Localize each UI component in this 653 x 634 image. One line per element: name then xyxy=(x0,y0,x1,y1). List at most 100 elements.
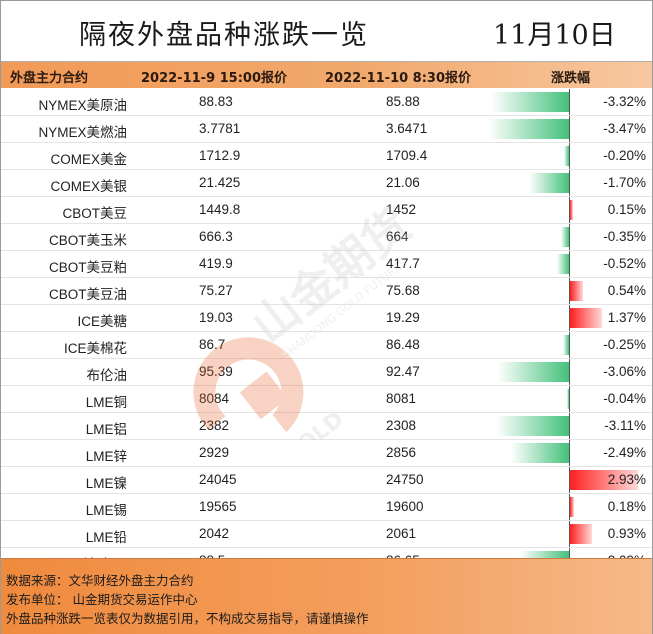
price-prev: 8084 xyxy=(199,391,230,406)
table-row: CBOT美豆 1449.8 1452 0.15% xyxy=(1,197,652,224)
zero-axis-line xyxy=(569,305,570,331)
table-row: ICE美糖 19.03 19.29 1.37% xyxy=(1,305,652,332)
contract-name: LME镍 xyxy=(85,476,127,491)
zero-axis-line xyxy=(569,278,570,304)
contract-name: CBOT美豆粕 xyxy=(48,260,127,275)
change-percent: -3.32% xyxy=(603,94,646,109)
change-percent: -0.04% xyxy=(603,391,646,406)
change-bar xyxy=(491,92,569,112)
price-prev: 2042 xyxy=(199,526,230,541)
price-prev: 2382 xyxy=(199,418,230,433)
zero-axis-line xyxy=(569,440,570,466)
table-row: CBOT美豆粕 419.9 417.7 -0.52% xyxy=(1,251,652,278)
contract-name: COMEX美金 xyxy=(50,152,127,167)
table-row: COMEX美金 1712.9 1709.4 -0.20% xyxy=(1,143,652,170)
price-prev: 75.27 xyxy=(199,283,233,298)
price-current: 75.68 xyxy=(386,283,420,298)
change-percent: -0.20% xyxy=(603,148,646,163)
change-percent: -3.06% xyxy=(603,364,646,379)
price-current: 2308 xyxy=(386,418,417,433)
price-current: 2856 xyxy=(386,445,417,460)
change-bar xyxy=(510,443,569,463)
table-row: LME铝 2382 2308 -3.11% xyxy=(1,413,652,440)
change-bar xyxy=(570,200,574,220)
price-prev: 19.03 xyxy=(199,310,233,325)
change-percent: 0.18% xyxy=(607,499,646,514)
table-row: CBOT美豆油 75.27 75.68 0.54% xyxy=(1,278,652,305)
change-percent: -2.49% xyxy=(603,445,646,460)
change-bar xyxy=(570,497,575,517)
price-prev: 24045 xyxy=(199,472,237,487)
table-row: COMEX美银 21.425 21.06 -1.70% xyxy=(1,170,652,197)
price-current: 417.7 xyxy=(386,256,420,271)
table-row: NYMEX美燃油 3.7781 3.6471 -3.47% xyxy=(1,116,652,143)
table-row: LME铅 2042 2061 0.93% xyxy=(1,521,652,548)
price-current: 1709.4 xyxy=(386,148,428,163)
footer-disclaimer: 外盘品种涨跌一览表仅为数据引用，不构成交易指导，请谨慎操作 xyxy=(6,611,369,626)
price-current: 85.88 xyxy=(386,94,420,109)
zero-axis-line xyxy=(569,494,570,520)
contract-name: LME铅 xyxy=(85,530,127,545)
price-current: 8081 xyxy=(386,391,417,406)
price-current: 19600 xyxy=(386,499,424,514)
change-percent: 0.15% xyxy=(607,202,646,217)
change-bar xyxy=(556,254,569,274)
table-row: LME锡 19565 19600 0.18% xyxy=(1,494,652,521)
contract-name: COMEX美银 xyxy=(50,179,127,194)
title-row: 隔夜外盘品种涨跌一览 11月10日 xyxy=(1,1,652,62)
change-bar xyxy=(487,119,569,139)
zero-axis-line xyxy=(569,359,570,385)
header-price-a: 2022-11-9 15:00报价 xyxy=(141,71,288,86)
table-row: LME锌 2929 2856 -2.49% xyxy=(1,440,652,467)
zero-axis-line xyxy=(569,170,570,196)
price-prev: 95.39 xyxy=(199,364,233,379)
price-prev: 3.7781 xyxy=(199,121,241,136)
header-change: 涨跌幅 xyxy=(551,71,591,86)
change-percent: 1.37% xyxy=(607,310,646,325)
price-prev: 1712.9 xyxy=(199,148,241,163)
change-bar xyxy=(570,308,602,328)
zero-axis-line xyxy=(569,143,570,169)
contract-name: NYMEX美燃油 xyxy=(38,125,127,140)
price-prev: 2929 xyxy=(199,445,230,460)
price-current: 1452 xyxy=(386,202,417,217)
change-percent: 0.93% xyxy=(607,526,646,541)
table-row: 布伦油 95.39 92.47 -3.06% xyxy=(1,359,652,386)
zero-axis-line xyxy=(569,224,570,250)
zero-axis-line xyxy=(569,467,570,493)
change-bar xyxy=(567,389,569,409)
price-prev: 86.7 xyxy=(199,337,226,352)
contract-name: ICE美棉花 xyxy=(63,341,127,356)
contract-name: ICE美糖 xyxy=(77,314,127,329)
contract-name: NYMEX美原油 xyxy=(38,98,127,113)
header-price-b: 2022-11-10 8:30报价 xyxy=(325,71,472,86)
change-bar xyxy=(570,470,639,490)
change-bar xyxy=(497,362,569,382)
price-current: 86.48 xyxy=(386,337,420,352)
price-prev: 419.9 xyxy=(199,256,233,271)
change-percent: 0.54% xyxy=(607,283,646,298)
table-row: LME铜 8084 8081 -0.04% xyxy=(1,386,652,413)
table-row: CBOT美玉米 666.3 664 -0.35% xyxy=(1,224,652,251)
contract-name: LME锡 xyxy=(85,503,127,518)
zero-axis-line xyxy=(569,89,570,115)
price-current: 21.06 xyxy=(386,175,420,190)
price-current: 664 xyxy=(386,229,409,244)
change-percent: -0.25% xyxy=(603,337,646,352)
change-percent: 2.93% xyxy=(607,472,646,487)
price-current: 24750 xyxy=(386,472,424,487)
price-current: 3.6471 xyxy=(386,121,428,136)
contract-name: 布伦油 xyxy=(86,368,128,383)
price-prev: 21.425 xyxy=(199,175,241,190)
table-row: NYMEX美原油 88.83 85.88 -3.32% xyxy=(1,89,652,116)
contract-name: CBOT美豆 xyxy=(62,206,127,221)
zero-axis-line xyxy=(569,197,570,223)
zero-axis-line xyxy=(569,251,570,277)
change-percent: -1.70% xyxy=(603,175,646,190)
zero-axis-line xyxy=(569,332,570,358)
change-bar xyxy=(529,173,569,193)
table-row: LME镍 24045 24750 2.93% xyxy=(1,467,652,494)
change-percent: -3.11% xyxy=(604,418,646,433)
zero-axis-line xyxy=(569,413,570,439)
zero-axis-line xyxy=(569,116,570,142)
